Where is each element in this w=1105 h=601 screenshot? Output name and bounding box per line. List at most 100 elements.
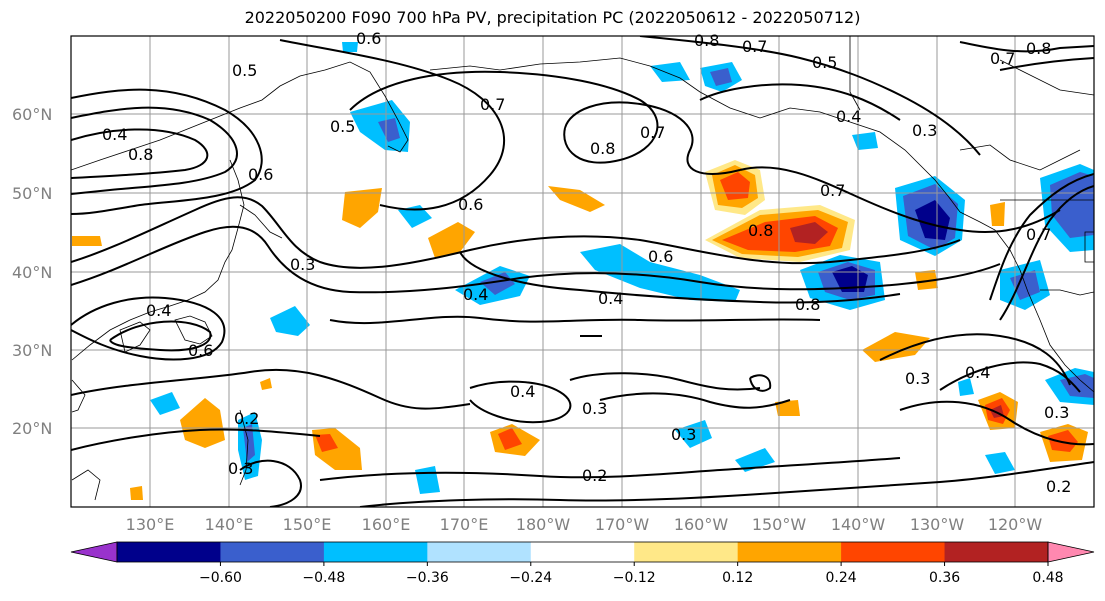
colorbar-tick-label: −0.48 [302,570,345,586]
longitude-labels: 130°E 140°E 150°E 160°E 170°E 180°W 170°… [126,515,1043,534]
contour-label: 0.8 [1026,39,1051,58]
colorbar-tick-label: 0.24 [826,570,857,586]
longitude-label: 150°W [752,515,807,534]
colorbar-tick-label: −0.12 [613,570,656,586]
contour-label: 0.4 [510,382,535,401]
contour-label: 0.6 [356,29,381,48]
contour-label: 0.7 [820,181,845,200]
longitude-label: 150°E [283,515,332,534]
contour-label: 0.3 [671,425,696,444]
contour-label: 0.5 [812,53,837,72]
precip-positive-area [790,222,828,244]
longitude-label: 130°W [910,515,965,534]
longitude-label: 170°W [595,515,650,534]
contour-label: 0.6 [188,341,213,360]
colorbar-segment [634,542,739,562]
precip-negative-area [342,42,358,52]
contour-label: 0.8 [795,295,820,314]
colorbar-segment [530,542,635,562]
precip-positive-area [1048,430,1078,452]
contour-label: 0.8 [590,139,615,158]
longitude-label: 160°W [674,515,729,534]
precip-negative-area [1010,270,1040,300]
colorbar-tick-label: −0.60 [199,570,242,586]
precip-positive-area [130,486,143,500]
graticule [71,36,1094,507]
precip-positive-area [315,434,338,452]
pv-contours [71,36,1094,507]
colorbar-tick-label: 0.36 [929,570,960,586]
precip-negative-area [150,392,180,415]
longitude-label: 120°W [988,515,1043,534]
contour-label: 0.3 [290,255,315,274]
contour-label: 0.4 [965,363,990,382]
contour-label: 0.5 [232,61,257,80]
contour-label: 0.2 [582,466,607,485]
longitude-label: 130°E [126,515,175,534]
precip-negative-area [675,420,712,448]
latitude-labels: 60°N 50°N 40°N 30°N 20°N [12,105,52,438]
contour-label: 0.2 [234,409,259,428]
colorbar-segment [737,542,842,562]
contour-label: 0.6 [248,165,273,184]
precip-negative-area [398,205,432,228]
precip-positive-area [260,378,272,390]
colorbar-tick-labels: −0.60 −0.48 −0.36 −0.24 −0.12 0.12 0.24 0.36 0.4… [199,562,1064,586]
latitude-label: 50°N [12,184,52,203]
contour-label: 0.3 [1044,403,1069,422]
precip-negative-area [378,118,400,142]
contour-labels: 0.6 0.8 0.5 0.7 0.8 0.5 0.4 0.3 0.6 0.7 … [102,29,1071,496]
contour-label: 0.3 [228,459,253,478]
contour-label: 0.2 [1046,477,1071,496]
contour-label: 0.4 [102,125,127,144]
contour-label: 0.8 [748,221,773,240]
precip-positive-area [990,202,1005,226]
precip-negative-area [958,378,974,396]
latitude-label: 40°N [12,263,52,282]
precip-negative-area [580,244,740,302]
colorbar-tick-label: 0.48 [1032,570,1063,586]
colorbar-tick-label: −0.36 [406,570,449,586]
precip-negative-area [710,68,732,86]
colorbar-extend-high [1047,541,1095,563]
precip-positive-area [862,332,930,362]
longitude-label: 180°W [516,515,571,534]
precip-positive-area [498,428,522,450]
longitude-label: 170°E [440,515,489,534]
contour-label: 0.4 [598,289,623,308]
map-border [70,35,1095,508]
colorbar-segment [427,542,532,562]
colorbar-segment [323,542,428,562]
longitude-label: 140°W [831,515,886,534]
latitude-label: 60°N [12,105,52,124]
precip-negative-area [650,62,690,82]
coastlines [71,36,1094,501]
longitude-label: 140°E [205,515,254,534]
precip-positive-area [428,222,475,258]
colorbar-segment [841,542,946,562]
contour-label: 0.6 [648,247,673,266]
colorbar [70,541,1095,563]
precip-positive-area [72,236,102,246]
contour-label: 0.4 [463,285,488,304]
precip-positive-area [775,400,800,416]
contour-label: 0.7 [990,49,1015,68]
precip-negative-area [270,306,310,336]
latitude-label: 20°N [12,419,52,438]
colorbar-extend-low [70,541,118,563]
latitude-label: 30°N [12,341,52,360]
contour-label: 0.7 [640,123,665,142]
precip-negative-area [735,448,775,472]
precip-negative-area [915,200,950,240]
longitude-label: 160°E [362,515,411,534]
contour-label: 0.3 [912,121,937,140]
precip-positive-area [915,270,938,290]
colorbar-segment [117,542,221,562]
contour-label: 0.6 [458,195,483,214]
map-title: 2022050200 F090 700 hPa PV, precipitatio… [244,8,861,27]
contour-label: 0.8 [694,31,719,50]
contour-label: 0.7 [480,95,505,114]
contour-label: 0.7 [742,37,767,56]
colorbar-segment [944,542,1049,562]
